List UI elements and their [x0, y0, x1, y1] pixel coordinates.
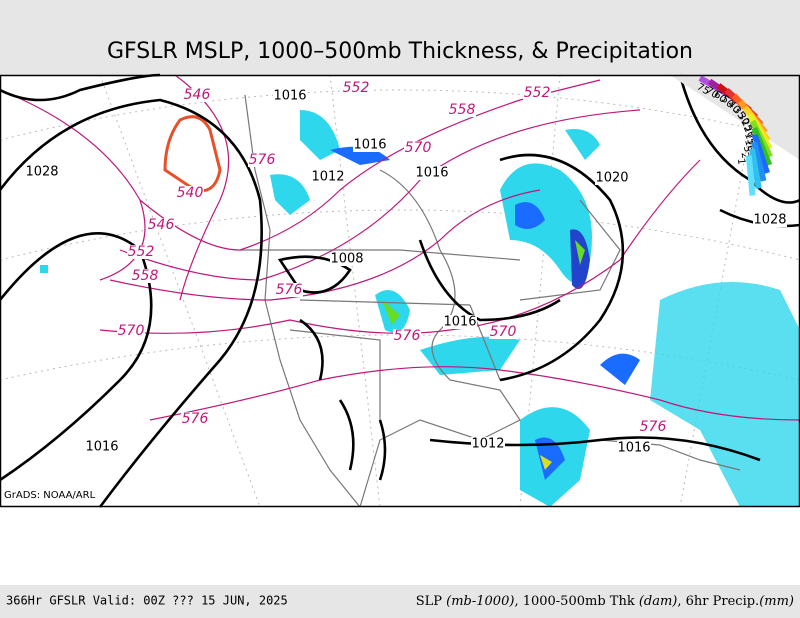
footer-band [0, 585, 800, 618]
legend-swatch [745, 155, 756, 196]
legend-entry: 1 [735, 155, 756, 196]
label-backdrop [415, 166, 449, 180]
legend-label: 5 [741, 145, 753, 154]
label-backdrop [404, 141, 432, 155]
thickness-label: 576 [182, 411, 209, 427]
thickness-label: 540 [177, 185, 204, 201]
footer-right: SLP (mb-1000), 1000-500mb Thk (dam), 6hr… [416, 594, 794, 609]
pressure-label: 1012 [471, 437, 504, 452]
footer-part: (mb-1000) [446, 594, 514, 609]
label-backdrop [25, 165, 59, 179]
pressure-label: 1016 [353, 138, 386, 153]
label-backdrop [448, 103, 476, 117]
footer-part: , 6hr Precip. [677, 594, 759, 609]
footer-part: , 1000-500mb Thk [514, 594, 638, 609]
label-backdrop [311, 170, 345, 184]
thickness-label: 552 [524, 85, 551, 101]
label-backdrop [131, 269, 159, 283]
label-backdrop [85, 440, 119, 454]
pressure-label: 1016 [443, 315, 476, 330]
thickness-label: 558 [132, 268, 159, 284]
legend-label: 2 [739, 151, 751, 159]
label-backdrop [248, 153, 276, 167]
credit: GrADS: NOAA/ARL [4, 490, 96, 501]
pressure-label: 1016 [273, 89, 306, 104]
footer-part: (dam) [639, 594, 678, 609]
thickness-label: 576 [249, 152, 276, 168]
thickness-label: 576 [276, 282, 303, 298]
thickness-label: 570 [490, 324, 517, 340]
legend-entry: 2 [739, 148, 762, 189]
pressure-label: 1020 [595, 171, 628, 186]
thickness-label: 570 [405, 140, 432, 156]
label-backdrop [443, 315, 477, 329]
label-backdrop [471, 437, 505, 451]
thickness-contours [0, 74, 800, 421]
footer-left: 366Hr GFSLR Valid: 00Z ??? 15 JUN, 2025 [6, 594, 288, 608]
thickness-label: 546 [184, 87, 211, 103]
thickness-label: 546 [148, 217, 175, 233]
title: GFSLR MSLP, 1000–500mb Thickness, & Prec… [107, 39, 693, 64]
label-backdrop [353, 138, 387, 152]
pressure-contours [0, 73, 800, 508]
label-backdrop [273, 89, 307, 103]
precipitation [40, 110, 800, 507]
label-backdrop [523, 86, 551, 100]
thickness-label: 552 [128, 244, 155, 260]
label-backdrop [393, 329, 421, 343]
pressure-label: 1028 [25, 165, 58, 180]
pressure-label: 1016 [85, 440, 118, 455]
label-backdrop [489, 325, 517, 339]
label-backdrop [639, 420, 667, 434]
label-backdrop [117, 324, 145, 338]
thickness-label: 576 [394, 328, 421, 344]
thickness-label: 576 [640, 419, 667, 435]
coastlines [240, 94, 741, 508]
pressure-label: 1012 [311, 170, 344, 185]
footer-part: SLP [416, 594, 446, 609]
legend-label: 1 [735, 158, 747, 165]
header-band [0, 0, 800, 75]
label-backdrop [127, 245, 155, 259]
pressure-labels: 1016 1028 1016 1012 1016 1020 1028 1008 1016 1012… [25, 89, 787, 456]
label-backdrop [275, 283, 303, 297]
pressure-label: 1028 [753, 213, 786, 228]
pressure-label: 1016 [617, 441, 650, 456]
label-backdrop [617, 441, 651, 455]
map-area [0, 75, 800, 507]
pressure-label: 1016 [415, 166, 448, 181]
thickness-label: 570 [118, 323, 145, 339]
pressure-label: 1008 [330, 252, 363, 267]
legend-swatch [749, 148, 762, 189]
label-backdrop [176, 186, 204, 200]
footer-part: (mm) [759, 594, 794, 609]
label-backdrop [147, 218, 175, 232]
label-backdrop [595, 171, 629, 185]
label-backdrop [342, 81, 370, 95]
label-backdrop [753, 213, 787, 227]
low-thickness-contour [163, 115, 222, 193]
label-backdrop [181, 412, 209, 426]
label-backdrop [183, 88, 211, 102]
thickness-label: 552 [343, 80, 370, 96]
thickness-label: 558 [449, 102, 476, 118]
thickness-labels: 5465405465525585705765525585525705765765… [117, 80, 667, 435]
label-backdrop [330, 252, 364, 266]
